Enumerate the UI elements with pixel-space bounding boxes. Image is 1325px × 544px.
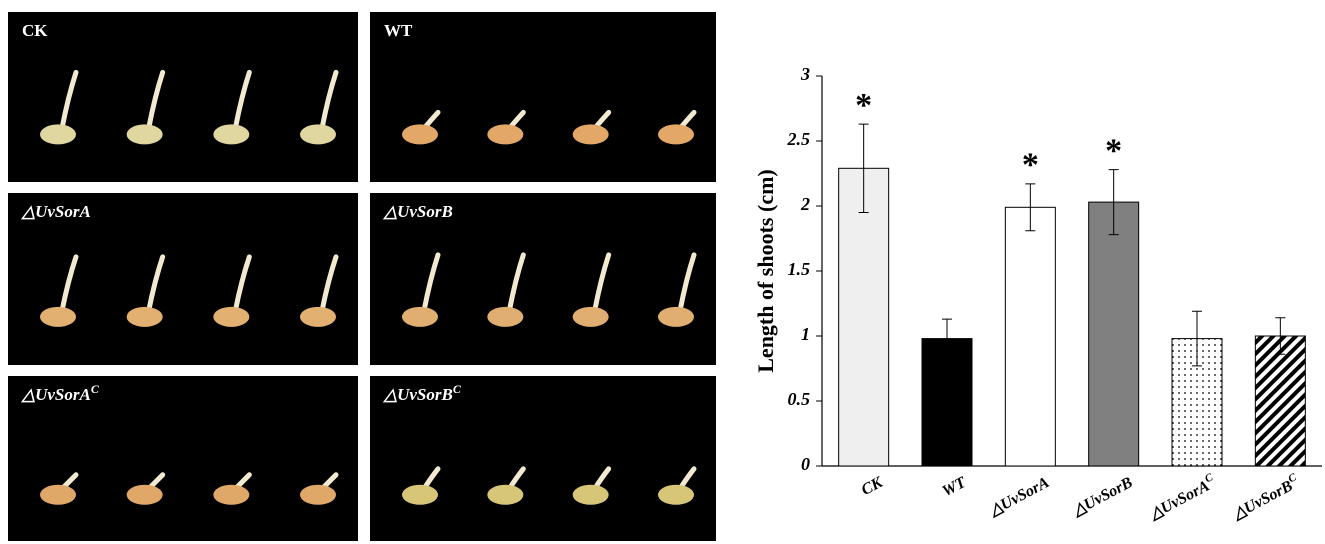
seed xyxy=(658,124,694,144)
y-tick-label: 1.5 xyxy=(788,259,811,279)
photo-panel: WT xyxy=(370,12,716,182)
y-tick-label: 2 xyxy=(800,194,810,214)
photo-panel: △UvSorB xyxy=(370,193,716,365)
seed xyxy=(402,485,438,505)
photo-panel: CK xyxy=(8,12,358,182)
bar-chart: 0 0.5 1 1.5 2 2.5 3 Length of shoots (cm) * CK WT *… xyxy=(753,64,1322,523)
panel-label-text: △UvSorA xyxy=(20,385,91,404)
seed xyxy=(300,307,336,327)
x-tick-label-text: △UvSorA xyxy=(985,474,1052,521)
seed xyxy=(573,485,609,505)
seed xyxy=(40,124,76,144)
x-tick-label-text: WT xyxy=(939,473,969,500)
y-tick-label: 2.5 xyxy=(787,129,811,149)
seed xyxy=(487,485,523,505)
bar xyxy=(1089,202,1139,466)
x-tick-label-text: △UvSorA xyxy=(1145,477,1212,524)
x-tick-label: WT xyxy=(939,473,969,500)
seed xyxy=(402,124,438,144)
seed xyxy=(127,485,163,505)
panel-label-superscript: C xyxy=(453,382,462,396)
panel-label: △UvSorAC xyxy=(20,382,100,404)
panel-label-text: △UvSorB xyxy=(382,385,453,404)
seed xyxy=(300,124,336,144)
x-tick-label: △UvSorB xyxy=(1068,474,1135,521)
panel-label-superscript: C xyxy=(91,382,100,396)
x-tick-label-text: △UvSorB xyxy=(1229,477,1296,524)
panel-label: CK xyxy=(22,21,48,40)
seed xyxy=(213,485,249,505)
panel-label: WT xyxy=(384,21,413,40)
y-axis-title: Length of shoots (cm) xyxy=(753,169,778,373)
x-tick-label: △UvSorBC xyxy=(1227,471,1302,524)
photo-panel: △UvSorA xyxy=(8,193,358,365)
seed xyxy=(127,307,163,327)
photo-background xyxy=(8,12,358,182)
x-tick-label-text: △UvSorB xyxy=(1068,474,1135,521)
panel-label-text: △UvSorB xyxy=(382,202,453,221)
x-tick-label-text: CK xyxy=(858,473,886,499)
x-tick-label: △UvSorA xyxy=(985,474,1052,521)
panel-label: △UvSorBC xyxy=(382,382,462,404)
y-tick-label: 0.5 xyxy=(788,389,811,409)
seed xyxy=(487,124,523,144)
seed xyxy=(658,307,694,327)
panel-label-text: △UvSorA xyxy=(20,202,91,221)
y-tick-label: 3 xyxy=(800,64,810,84)
seed xyxy=(40,485,76,505)
seed xyxy=(40,307,76,327)
seed xyxy=(487,307,523,327)
figure: CKWT△UvSorA△UvSorB△UvSorAC△UvSorBC 00.51… xyxy=(0,0,1325,544)
panel-label: △UvSorA xyxy=(20,202,91,221)
seed xyxy=(300,485,336,505)
significance-marker: * xyxy=(1105,132,1122,169)
x-tick-label: CK xyxy=(858,473,886,499)
x-tick-label: △UvSorAC xyxy=(1144,471,1219,524)
panel-label: △UvSorB xyxy=(382,202,453,221)
bar xyxy=(1005,207,1055,466)
y-tick-label: 0 xyxy=(801,454,810,474)
seed xyxy=(213,307,249,327)
seed xyxy=(127,124,163,144)
y-tick-label: 1 xyxy=(801,324,810,344)
panel-label-text: CK xyxy=(22,21,48,40)
photo-panel: △UvSorAC xyxy=(8,376,358,541)
seed xyxy=(658,485,694,505)
seed xyxy=(402,307,438,327)
bar xyxy=(1255,336,1305,466)
photo-background xyxy=(370,12,716,182)
seed xyxy=(213,124,249,144)
seed xyxy=(573,307,609,327)
significance-marker: * xyxy=(855,87,872,124)
photo-panel: △UvSorBC xyxy=(370,376,716,541)
significance-marker: * xyxy=(1022,147,1039,184)
panel-label-text: WT xyxy=(384,21,413,40)
seed xyxy=(573,124,609,144)
